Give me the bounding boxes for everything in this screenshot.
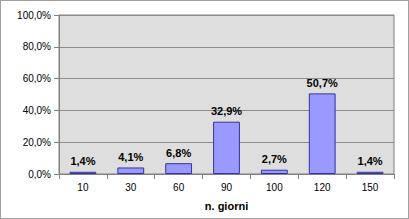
svg-text:30: 30 — [125, 182, 137, 193]
svg-text:1,4%: 1,4% — [358, 155, 383, 167]
svg-text:10: 10 — [77, 182, 89, 193]
svg-text:n. giorni: n. giorni — [205, 200, 248, 212]
svg-text:120: 120 — [314, 182, 331, 193]
svg-text:80,0%: 80,0% — [23, 41, 51, 52]
svg-text:0,0%: 0,0% — [28, 169, 51, 180]
svg-text:60,0%: 60,0% — [23, 73, 51, 84]
svg-text:1,4%: 1,4% — [70, 155, 95, 167]
svg-text:50,7%: 50,7% — [307, 77, 338, 89]
svg-text:4,1%: 4,1% — [118, 151, 143, 163]
svg-text:60: 60 — [173, 182, 185, 193]
svg-text:32,9%: 32,9% — [211, 105, 242, 117]
svg-text:100: 100 — [266, 182, 283, 193]
svg-text:2,7%: 2,7% — [262, 153, 287, 165]
svg-text:90: 90 — [221, 182, 233, 193]
svg-text:40,0%: 40,0% — [23, 105, 51, 116]
svg-text:150: 150 — [362, 182, 379, 193]
svg-text:20,0%: 20,0% — [23, 137, 51, 148]
svg-text:6,8%: 6,8% — [166, 147, 191, 159]
svg-text:100,0%: 100,0% — [17, 10, 51, 21]
